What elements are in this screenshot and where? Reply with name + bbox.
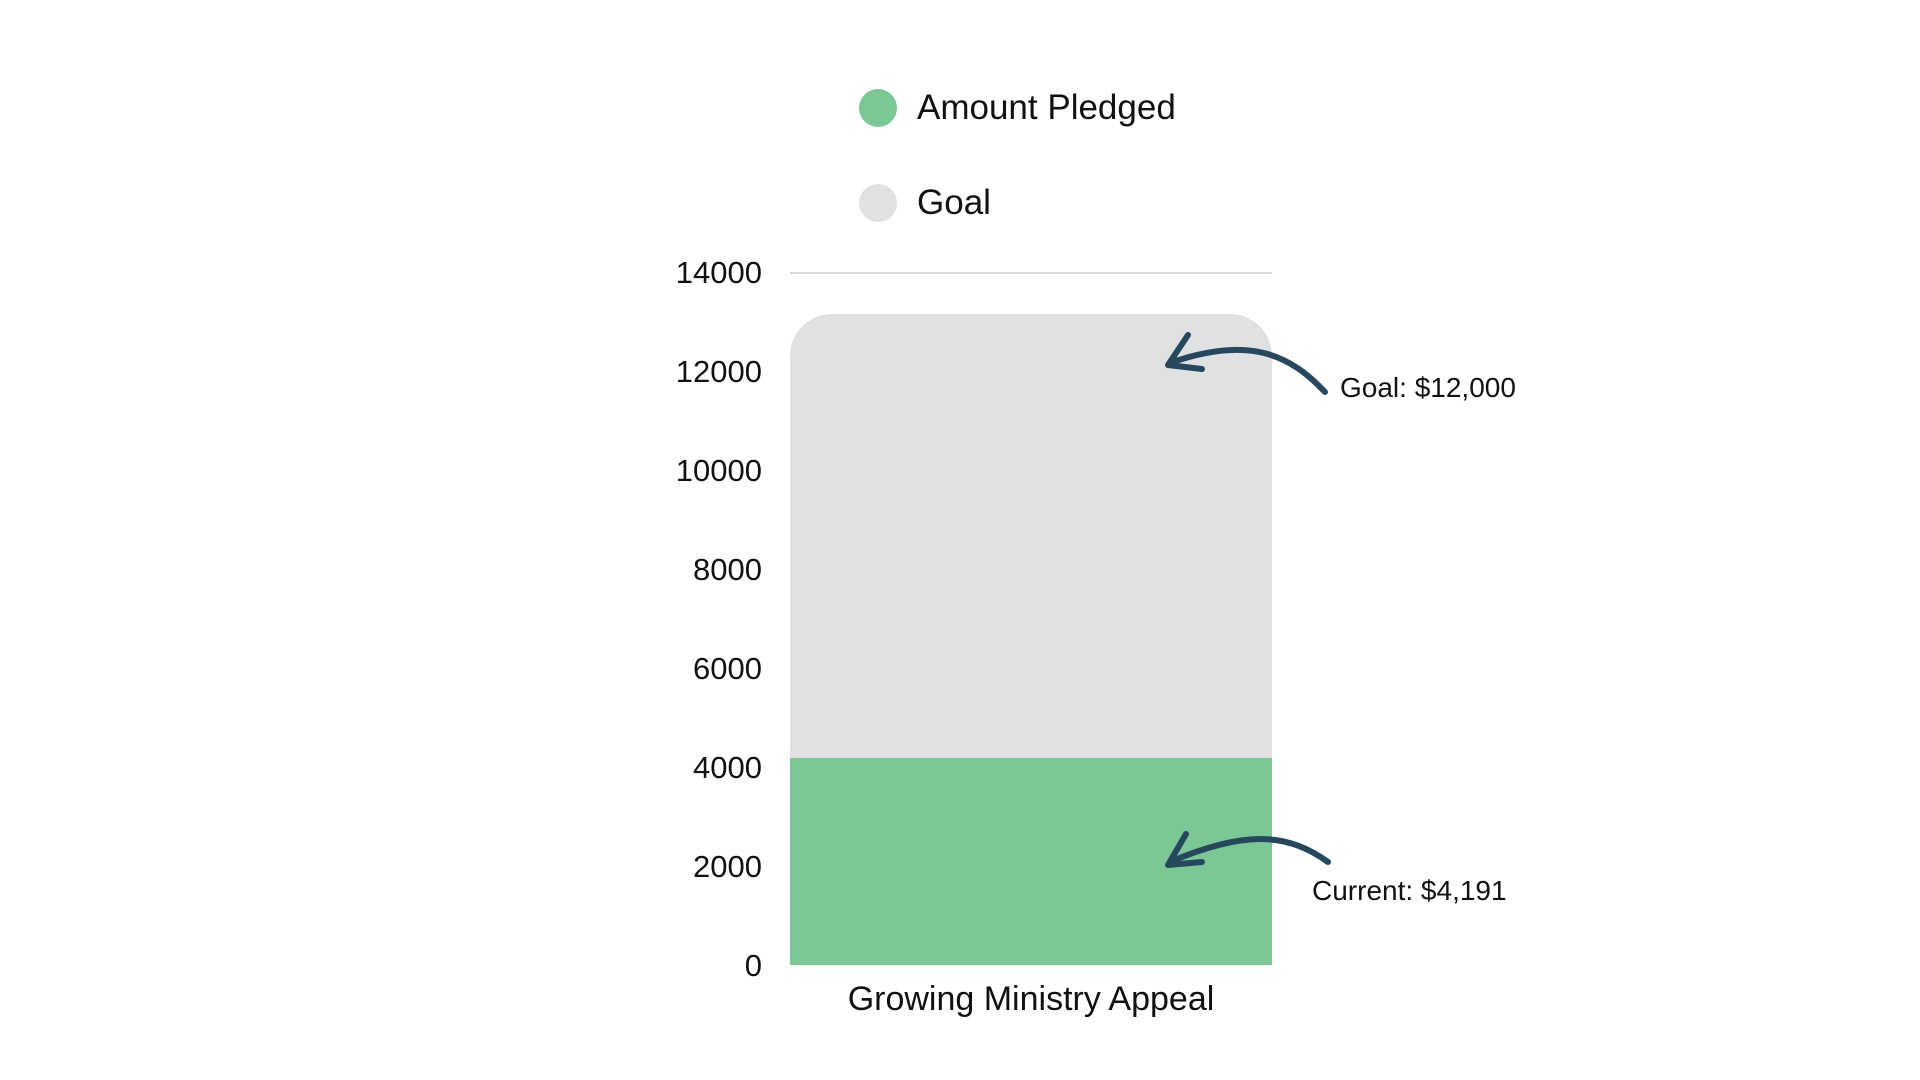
y-tick: 2000 bbox=[693, 849, 762, 884]
y-tick: 0 bbox=[744, 948, 762, 983]
legend-dot-pledged bbox=[859, 89, 897, 127]
legend-item-goal: Goal bbox=[859, 183, 991, 223]
legend-item-pledged: Amount Pledged bbox=[859, 88, 1176, 128]
goal-arrow-icon bbox=[1165, 332, 1328, 395]
y-tick: 8000 bbox=[693, 552, 762, 587]
legend-label-pledged: Amount Pledged bbox=[917, 88, 1176, 127]
y-tick: 4000 bbox=[693, 750, 762, 785]
current-arrow-icon bbox=[1165, 831, 1331, 868]
x-category-label: Growing Ministry Appeal bbox=[847, 980, 1215, 1018]
current-annotation: Current: $4,191 bbox=[1312, 875, 1507, 906]
y-tick: 14000 bbox=[675, 255, 762, 290]
y-tick: 12000 bbox=[675, 354, 762, 389]
legend-label-goal: Goal bbox=[917, 183, 991, 222]
y-tick: 10000 bbox=[675, 453, 762, 488]
y-tick: 6000 bbox=[693, 651, 762, 686]
legend-dot-goal bbox=[859, 184, 897, 222]
goal-annotation: Goal: $12,000 bbox=[1340, 372, 1516, 403]
gridline-top bbox=[790, 272, 1272, 274]
